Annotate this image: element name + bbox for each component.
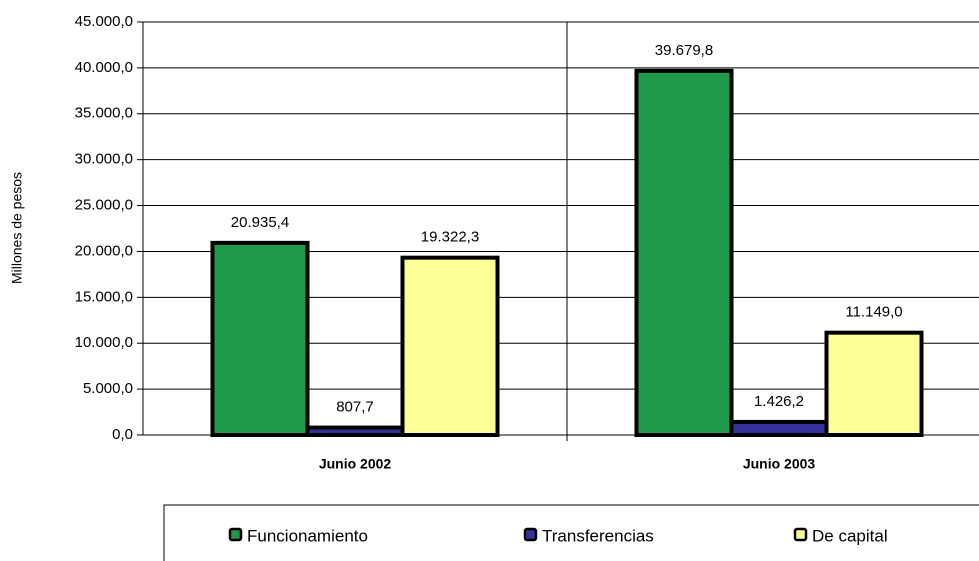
bar (729, 419, 829, 437)
y-tick-label: 20.000,0 (75, 242, 133, 259)
legend-box (163, 504, 979, 561)
legend-label: De capital (812, 526, 888, 545)
bar (400, 255, 500, 437)
value-label: 11.149,0 (845, 304, 902, 321)
y-tick-label: 45.000,0 (75, 13, 133, 30)
legend-swatch (228, 527, 243, 542)
y-tick-label: 25.000,0 (75, 197, 133, 214)
bar (634, 68, 734, 438)
value-label: 19.322,3 (421, 229, 479, 246)
legend-swatch (793, 527, 808, 542)
y-tick-label: 5.000,0 (83, 380, 133, 397)
y-tick-label: 15.000,0 (75, 288, 133, 305)
x-tick-label: Junio 2002 (319, 456, 392, 472)
value-label: 807,7 (336, 399, 374, 416)
legend-label: Transferencias (542, 526, 654, 545)
bar (210, 240, 310, 437)
value-label: 1.426,2 (754, 393, 804, 410)
bar (824, 330, 924, 437)
value-label: 39.679,8 (655, 42, 713, 59)
y-tick-label: 30.000,0 (75, 151, 133, 168)
value-label: 20.935,4 (231, 214, 289, 231)
y-tick-label: 0,0 (112, 426, 133, 443)
y-axis-label: Millones de pesos (9, 172, 25, 284)
legend-swatch (523, 527, 538, 542)
legend-label: Funcionamiento (247, 526, 368, 545)
x-tick-label: Junio 2003 (743, 456, 816, 472)
y-tick-label: 40.000,0 (75, 59, 133, 76)
y-tick-label: 35.000,0 (75, 105, 133, 122)
bar (305, 425, 405, 437)
y-tick-label: 10.000,0 (75, 334, 133, 351)
